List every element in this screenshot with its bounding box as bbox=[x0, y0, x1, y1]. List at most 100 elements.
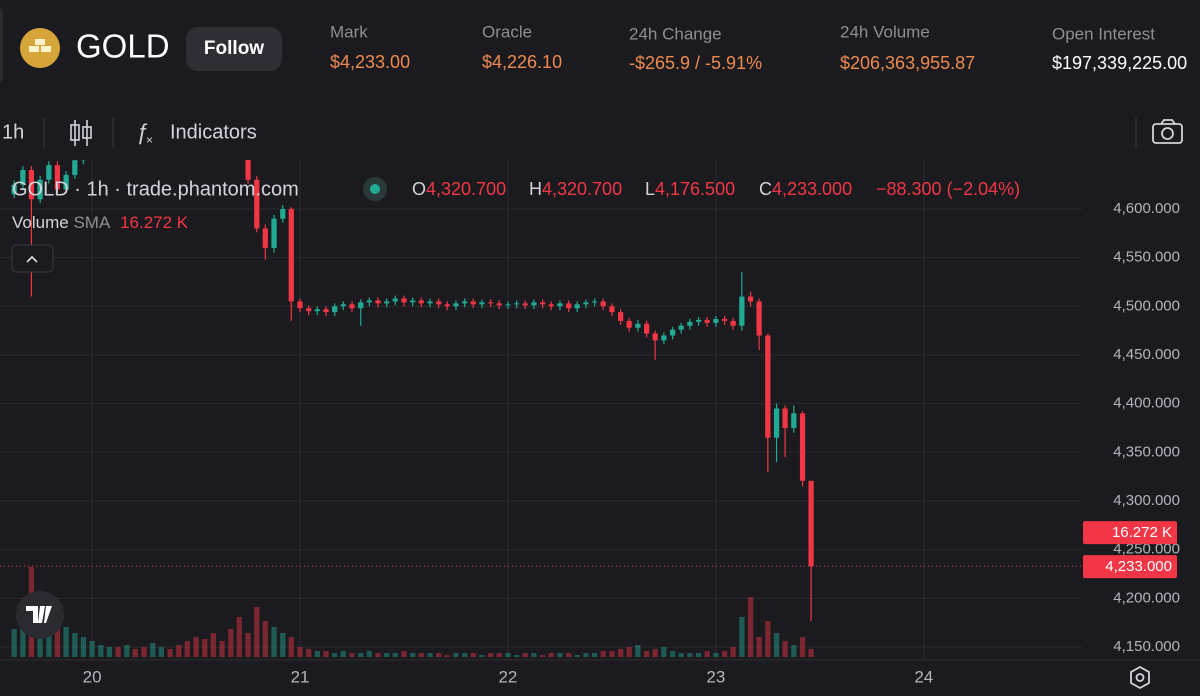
volume-bar bbox=[72, 633, 78, 657]
volume-bar bbox=[401, 651, 407, 657]
candle-body bbox=[306, 308, 312, 312]
volume-bar bbox=[592, 653, 598, 657]
x-tick-label: 23 bbox=[706, 667, 725, 686]
axes: 4,150.000 4,200.000 4,250.000 4,300.000 4,35… bbox=[0, 200, 1200, 686]
volume-bar bbox=[124, 645, 130, 657]
candle-body bbox=[782, 408, 788, 428]
volume-value: 16.272 K bbox=[120, 213, 189, 232]
volume-bar bbox=[756, 637, 762, 657]
candle-body bbox=[323, 309, 329, 313]
fx-icon[interactable]: × bbox=[146, 133, 153, 147]
y-tick-label: 4,600.000 bbox=[1113, 200, 1180, 217]
volume-bar bbox=[314, 651, 320, 657]
stat-label: 24h Volume bbox=[840, 22, 930, 41]
candle-body bbox=[566, 303, 572, 309]
volume-bar bbox=[747, 597, 754, 657]
y-tick-label: 4,250.000 bbox=[1113, 541, 1180, 558]
follow-button[interactable] bbox=[186, 27, 282, 71]
volume-bar bbox=[514, 655, 520, 657]
volume-bar bbox=[384, 653, 390, 657]
settings-icon[interactable] bbox=[1130, 665, 1150, 690]
volume-bar bbox=[661, 647, 667, 657]
candle-body bbox=[704, 319, 710, 323]
candle-body bbox=[349, 304, 355, 309]
interval[interactable]: 1h bbox=[2, 121, 24, 143]
y-tick-label: 4,200.000 bbox=[1113, 589, 1180, 606]
candle-body bbox=[314, 309, 320, 312]
indicators-button[interactable]: Indicators bbox=[170, 121, 257, 143]
volume-bar bbox=[54, 613, 61, 657]
fx-icon[interactable]: ƒ bbox=[136, 119, 148, 144]
volume-bar bbox=[254, 607, 260, 657]
candle-body bbox=[583, 302, 589, 305]
volume-bar bbox=[366, 651, 372, 657]
stat-label: Mark bbox=[330, 22, 368, 41]
volume-bar bbox=[141, 647, 147, 657]
candle-body bbox=[288, 208, 294, 302]
volume-bar bbox=[808, 649, 814, 657]
volume-bar bbox=[773, 633, 780, 657]
candle-body bbox=[618, 312, 624, 321]
follow-label[interactable]: Follow bbox=[204, 38, 264, 59]
volume-bar bbox=[392, 653, 398, 657]
y-tick-label: 4,450.000 bbox=[1113, 346, 1180, 363]
ohlc-legend: C4,233.000 bbox=[759, 179, 852, 199]
volume-bar bbox=[418, 653, 424, 657]
candle-body bbox=[644, 323, 650, 334]
candle-body bbox=[28, 170, 35, 200]
candle-body bbox=[46, 165, 52, 180]
ohlc-key: L bbox=[645, 179, 655, 199]
ohlc-value: 4,320.700 bbox=[426, 179, 506, 199]
candle-body bbox=[747, 296, 754, 302]
volume-bar bbox=[618, 649, 624, 657]
last-price-label: 4,233.000 bbox=[1105, 558, 1172, 575]
volume-bar bbox=[219, 641, 225, 657]
volume-bar bbox=[609, 651, 615, 657]
candle-body bbox=[245, 160, 251, 180]
candle-body bbox=[592, 301, 598, 303]
y-tick-label: 4,300.000 bbox=[1113, 492, 1180, 509]
candle-body bbox=[54, 165, 61, 190]
candle-body bbox=[427, 301, 433, 304]
candle-body bbox=[262, 228, 268, 248]
candle-body bbox=[540, 302, 546, 305]
candle-body bbox=[557, 303, 563, 307]
candle-body bbox=[332, 306, 338, 313]
volume-bar bbox=[574, 655, 580, 657]
candle-body bbox=[496, 303, 502, 306]
tv-logo[interactable] bbox=[16, 591, 64, 639]
volume-bar bbox=[46, 621, 52, 657]
volume-bar bbox=[799, 637, 806, 657]
candle-body bbox=[773, 408, 780, 438]
candle-body bbox=[271, 218, 277, 248]
volume-bar bbox=[228, 629, 234, 657]
volume-bar bbox=[375, 653, 381, 657]
volume-bar bbox=[11, 629, 17, 657]
ohlc-legend: L4,176.500 bbox=[645, 179, 735, 199]
camera-icon[interactable] bbox=[1152, 119, 1183, 144]
collapse-icon[interactable] bbox=[26, 255, 38, 263]
volume-bar bbox=[132, 649, 138, 657]
ohlc-value: 4,176.500 bbox=[655, 179, 735, 199]
volume-study: SMA bbox=[73, 213, 111, 232]
candle-body bbox=[687, 321, 693, 326]
stat-value: $4,226.10 bbox=[482, 52, 562, 72]
candle-type-icon[interactable] bbox=[70, 120, 92, 146]
candle-body bbox=[384, 301, 390, 304]
candle-body bbox=[280, 208, 286, 219]
price-pane bbox=[11, 160, 814, 622]
volume-bar bbox=[730, 647, 736, 657]
candle-body bbox=[514, 303, 520, 305]
candle-body bbox=[505, 304, 511, 306]
volume-bar bbox=[262, 621, 268, 657]
candle-body bbox=[20, 170, 26, 185]
ohlc-value: 4,233.000 bbox=[772, 179, 852, 199]
candle-body bbox=[392, 298, 398, 302]
volume-bar bbox=[765, 621, 771, 657]
last-price-tag bbox=[1083, 555, 1177, 579]
volume-tag bbox=[1083, 521, 1177, 545]
volume-bar bbox=[306, 649, 312, 657]
candle-body bbox=[808, 480, 814, 567]
